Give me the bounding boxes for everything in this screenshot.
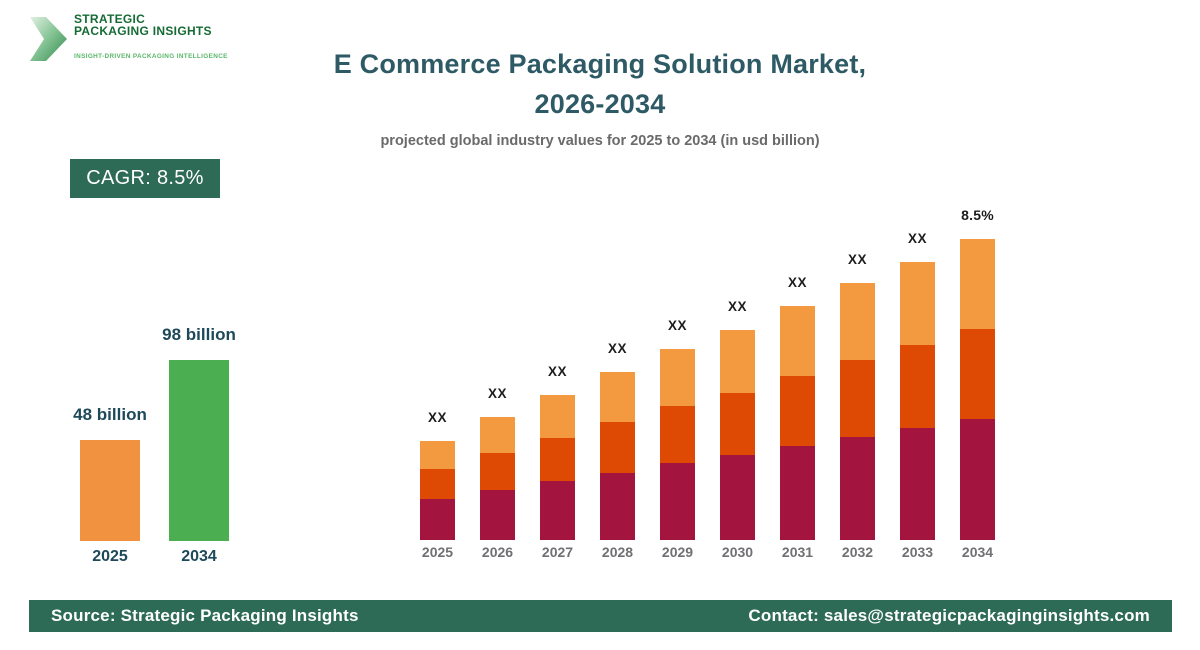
stacked-bar-column: XX 2032 [840,252,875,560]
category-label: 2027 [541,544,574,560]
bar-segment-segment-top [420,441,455,469]
bar-segment-segment-middle [900,345,935,428]
category-label: 2030 [721,544,754,560]
bar-segment-segment-top [600,372,635,422]
page-title-line2: 2026-2034 [534,89,666,119]
stacked-bar-column: XX 2030 [720,299,755,560]
bar-segment-segment-middle [480,453,515,490]
bar-segment-segment-middle [420,469,455,499]
bar-segment-segment-bottom [900,428,935,540]
bar-segment-segment-bottom [960,419,995,540]
bar-segment-segment-top [960,239,995,329]
stacked-bar-column: XX 2033 [900,231,935,560]
bar-segment-segment-bottom [660,463,695,540]
summary-bar-chart: 48 billion 2025 98 billion 2034 [73,325,236,565]
category-label: 2031 [781,544,814,560]
stacked-bar-column: XX 2031 [780,275,815,560]
bar-value-label: 48 billion [73,405,147,424]
bar-segment-segment-top [840,283,875,360]
brand-logo: STRATEGIC PACKAGING INSIGHTS INSIGHT-DRI… [30,12,228,61]
bar-value-label: XX [667,318,687,333]
stacked-bar-column: XX 2027 [540,364,575,560]
chevron-arrow-icon [30,17,67,61]
page-subtitle: projected global industry values for 202… [380,133,820,149]
brand-text: STRATEGIC PACKAGING INSIGHTS INSIGHT-DRI… [74,12,228,60]
category-label: 2029 [661,544,694,560]
bar-segment-segment-top [720,330,755,393]
bar-segment-segment-middle [660,406,695,463]
bar-segment-segment-bottom [540,481,575,540]
stacked-bar-column: XX 2029 [660,318,695,560]
bar-segment-segment-bottom [780,446,815,540]
stacked-bar-column: XX 2028 [600,341,635,560]
bar-segment-segment-top [900,262,935,345]
header: E Commerce Packaging Solution Market, 20… [0,44,1200,149]
bar-segment-segment-bottom [600,473,635,540]
category-label: 2026 [481,544,514,560]
bar-segment-segment-middle [780,376,815,446]
bar-value-label: XX [427,410,447,425]
bar-value-label: XX [787,275,807,290]
stacked-bar-column: XX 2026 [480,386,515,560]
bar [80,440,140,541]
brand-name-line1: STRATEGIC [74,12,146,26]
bar-value-label: XX [847,252,867,267]
brand-name: STRATEGIC PACKAGING INSIGHTS [74,12,228,38]
bar-segment-segment-middle [540,438,575,481]
summary-bar-column: 48 billion 2025 [73,405,147,565]
summary-bar-column: 98 billion 2034 [162,325,236,565]
category-label: 2028 [601,544,634,560]
bar-value-label: 8.5% [961,207,994,223]
bar-segment-segment-bottom [420,499,455,540]
bar [169,360,229,541]
category-label: 2032 [841,544,874,560]
bar-value-label: XX [727,299,747,314]
bar-segment-segment-bottom [840,437,875,540]
bar-segment-segment-middle [600,422,635,473]
page-title-line1: E Commerce Packaging Solution Market, [333,49,867,79]
bar-segment-segment-middle [720,393,755,455]
bar-segment-segment-middle [840,360,875,437]
bar-segment-segment-top [540,395,575,438]
stacked-bar-column: 8.5% 2034 [960,207,995,560]
brand-tagline: INSIGHT-DRIVEN PACKAGING INTELLIGENCE [74,53,228,60]
bar-value-label: XX [487,386,507,401]
stacked-bar-chart: XX 2025 XX 2026 XX 2027 XX 2028 XX 2029 XX 2030 XX 20… [420,207,995,560]
page-title: E Commerce Packaging Solution Market, 20… [0,44,1200,124]
bar-segment-segment-bottom [480,490,515,540]
brand-name-line2: PACKAGING INSIGHTS [74,23,212,38]
bar-segment-segment-top [480,417,515,453]
bar-segment-segment-middle [960,329,995,419]
category-label: 2034 [181,548,217,565]
cagr-badge: CAGR: 8.5% [70,159,220,198]
footer-bar: Source: Strategic Packaging Insights Con… [29,600,1172,632]
bar-segment-segment-top [660,349,695,406]
bar-value-label: XX [907,231,927,246]
bar-value-label: XX [547,364,567,379]
bar-value-label: XX [607,341,627,356]
category-label: 2033 [901,544,934,560]
contact-text: Contact: sales@strategicpackaginginsight… [748,606,1150,625]
bar-segment-segment-bottom [720,455,755,540]
bar-segment-segment-top [780,306,815,376]
category-label: 2025 [92,548,128,565]
stacked-bar-column: XX 2025 [420,410,455,560]
category-label: 2034 [961,544,994,560]
source-text: Source: Strategic Packaging Insights [51,606,359,625]
bar-value-label: 98 billion [162,325,236,344]
category-label: 2025 [421,544,454,560]
